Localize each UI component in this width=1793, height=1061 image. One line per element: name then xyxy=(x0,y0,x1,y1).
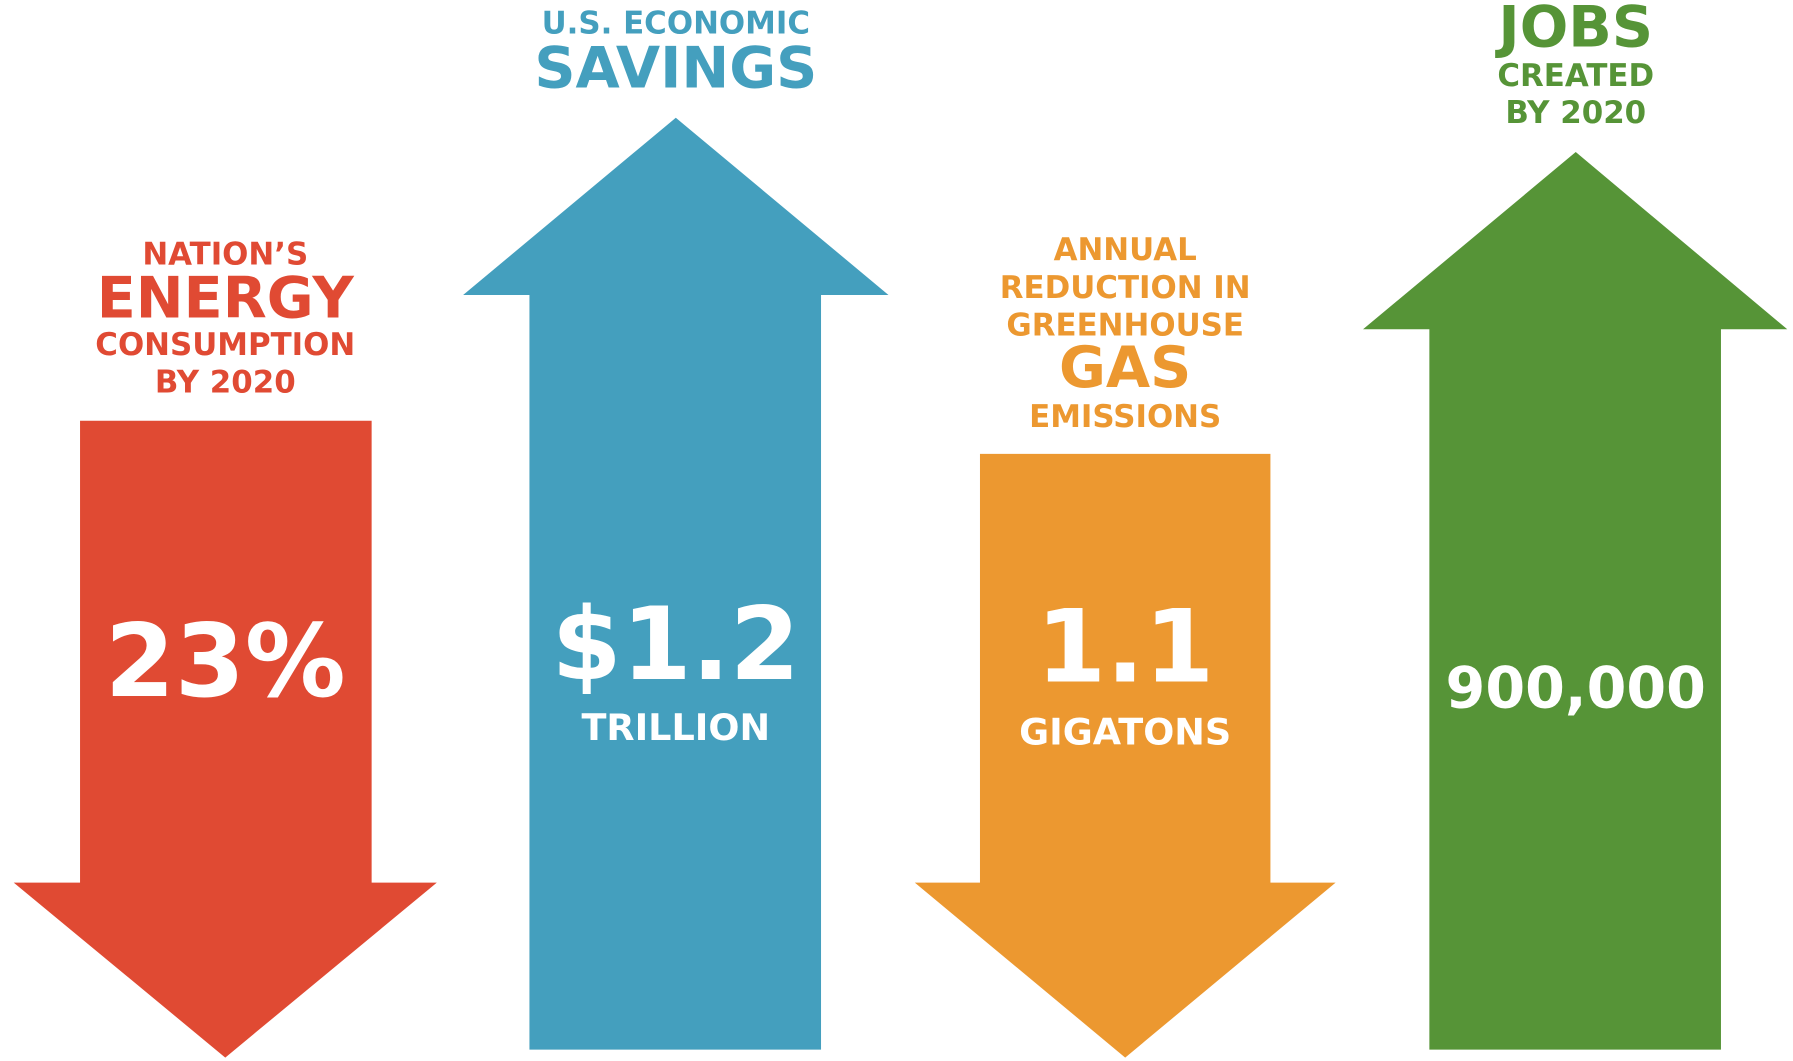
arrow-up xyxy=(1363,152,1788,1050)
unit: GIGATONS xyxy=(1019,711,1231,754)
heading-line: BY 2020 xyxy=(155,365,296,401)
heading-line: JOBS xyxy=(1494,0,1653,60)
heading-line: NATION’S xyxy=(142,237,308,273)
heading-line: ANNUAL xyxy=(1054,232,1197,268)
unit: TRILLION xyxy=(581,706,770,749)
heading-line: GAS xyxy=(1059,335,1191,401)
arrow-down xyxy=(914,453,1336,1058)
heading-line: CREATED xyxy=(1497,58,1654,94)
heading-line: U.S. ECONOMIC xyxy=(542,6,810,42)
value: 1.1 xyxy=(1036,588,1214,705)
value: 23% xyxy=(105,603,346,720)
value: $1.2 xyxy=(552,586,800,703)
heading-line: ENERGY xyxy=(97,265,355,331)
heading-line: CONSUMPTION xyxy=(95,327,355,363)
heading-line: EMISSIONS xyxy=(1029,399,1221,435)
arrow-down xyxy=(13,420,437,1058)
arrow-up xyxy=(463,117,889,1050)
heading-line: SAVINGS xyxy=(534,36,817,102)
value: 900,000 xyxy=(1446,655,1706,721)
heading-line: BY 2020 xyxy=(1505,95,1646,131)
heading-line: GREENHOUSE xyxy=(1006,307,1244,343)
heading-line: REDUCTION IN xyxy=(1000,270,1251,306)
